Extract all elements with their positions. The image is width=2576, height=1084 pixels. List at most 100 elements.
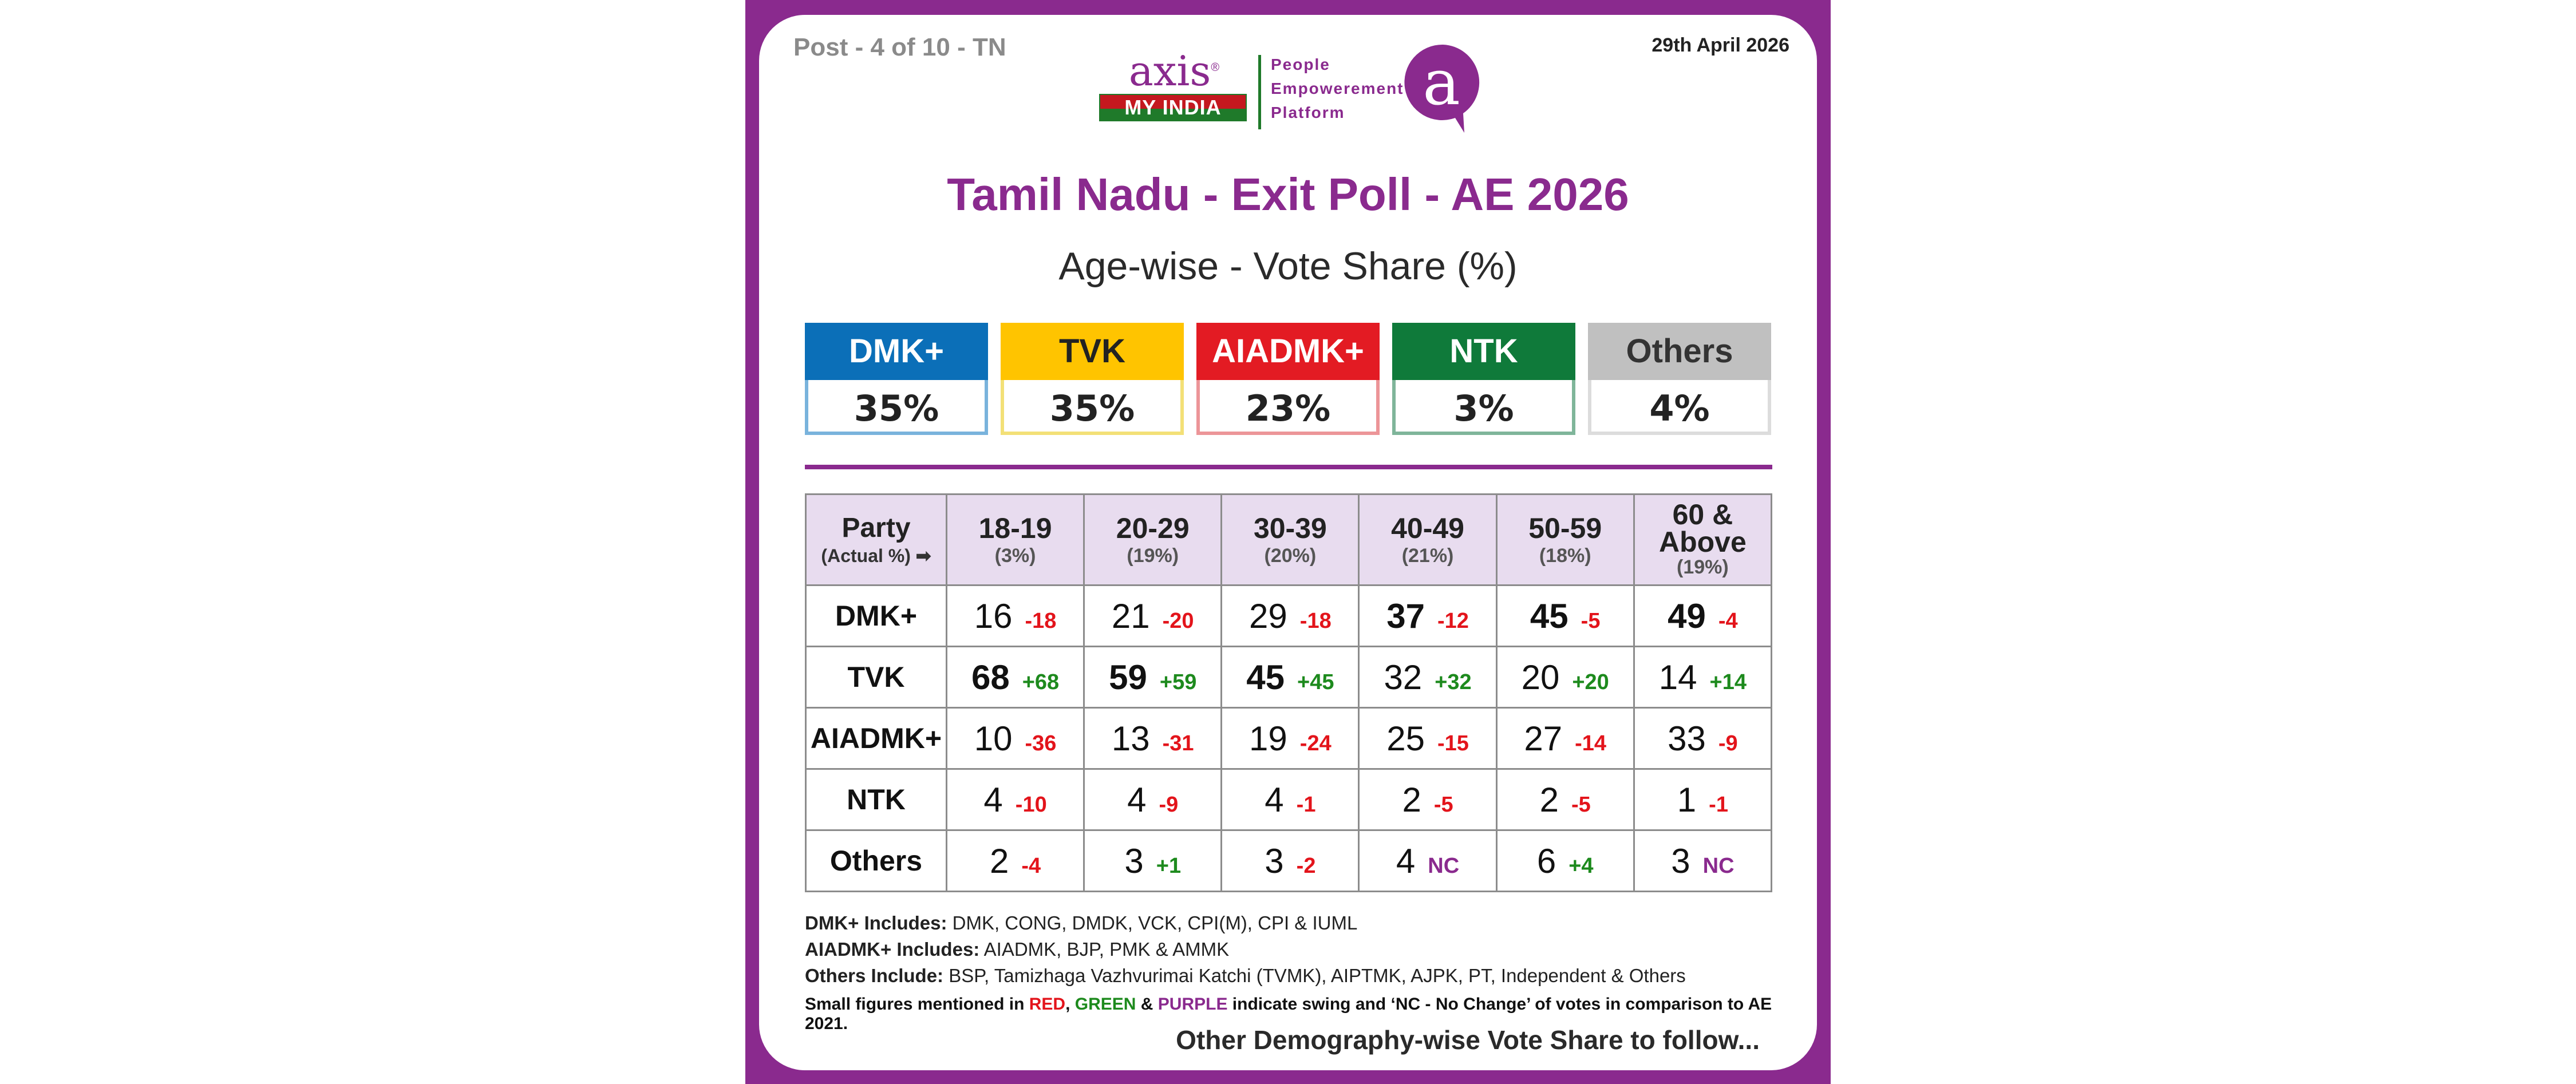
note-line: AIADMK+ Includes: AIADMK, BJP, PMK & AMM… [805, 939, 1230, 960]
swing-value: +20 [1572, 670, 1609, 694]
vote-share-value: 2 [1402, 780, 1421, 819]
vote-share-value: 59 [1109, 658, 1147, 697]
vote-share-value: 13 [1111, 719, 1150, 758]
swing-value: -1 [1296, 792, 1316, 817]
post-label: Post - 4 of 10 - TN [793, 33, 1006, 61]
table-cell: 45 +45 [1220, 646, 1360, 709]
swing-value: -18 [1299, 608, 1332, 633]
swing-value: -5 [1433, 792, 1453, 817]
table-cell: 27 -14 [1495, 707, 1635, 770]
vote-share-value: 4 [1396, 841, 1416, 880]
poster-frame: Post - 4 of 10 - TN 29th April 2026 axis… [745, 0, 1831, 1084]
vote-share-value: 20 [1521, 658, 1560, 697]
vote-share-value: 4 [1127, 780, 1147, 819]
table-cell: 68 +68 [945, 646, 1085, 709]
summary-party-name: TVK [1001, 323, 1184, 380]
vote-share-value: 14 [1658, 658, 1697, 697]
vote-share-value: 29 [1249, 596, 1287, 635]
vote-share-value: 3 [1124, 841, 1144, 880]
table-cell: 14 +14 [1633, 646, 1773, 709]
section-divider [805, 465, 1772, 469]
summary-box: TVK 35% [1001, 323, 1184, 435]
summary-party-name: AIADMK+ [1196, 323, 1380, 380]
swing-value: -12 [1437, 608, 1469, 633]
table-row: TVK 68 +68 59 +59 45 +45 32 +32 20 +20 14 +14 [805, 646, 1773, 709]
vote-share-value: 2 [989, 841, 1009, 880]
logo-divider [1258, 55, 1261, 129]
table-cell: 32 +32 [1358, 646, 1498, 709]
summary-vote-share: 4% [1649, 387, 1710, 429]
vote-share-value: 1 [1677, 780, 1697, 819]
table-cell: 45 -5 [1495, 584, 1635, 647]
table-cell: 20 +20 [1495, 646, 1635, 709]
age-column-header: 60 & Above (19%) [1633, 493, 1773, 586]
swing-value: +4 [1568, 853, 1594, 878]
swing-value: -4 [1021, 853, 1041, 878]
vote-share-value: 25 [1386, 719, 1425, 758]
table-cell: 59 +59 [1083, 646, 1223, 709]
party-row-label: NTK [805, 768, 947, 831]
swing-value: -5 [1581, 608, 1601, 633]
table-cell: 4 -9 [1083, 768, 1223, 831]
speech-bubble-a-icon: a [1404, 44, 1480, 133]
summary-box: Others 4% [1588, 323, 1771, 435]
summary-box: DMK+ 35% [805, 323, 988, 435]
date-label: 29th April 2026 [1652, 34, 1789, 56]
swing-value: -1 [1709, 792, 1728, 817]
swing-value: +14 [1709, 670, 1747, 694]
vote-share-value: 45 [1246, 658, 1285, 697]
table-cell: 6 +4 [1495, 829, 1635, 892]
table-cell: 2 -4 [945, 829, 1085, 892]
summary-party-name: DMK+ [805, 323, 988, 380]
main-title: Tamil Nadu - Exit Poll - AE 2026 [947, 169, 1629, 220]
vote-share-value: 68 [971, 658, 1010, 697]
swing-value: NC [1702, 853, 1735, 878]
party-row-label: Others [805, 829, 947, 892]
swing-value: -10 [1015, 792, 1047, 817]
my-india-text: MY INDIA [1124, 96, 1222, 119]
table-cell: 3 +1 [1083, 829, 1223, 892]
table-cell: 49 -4 [1633, 584, 1773, 647]
table-cell: 29 -18 [1220, 584, 1360, 647]
vote-share-value: 3 [1265, 841, 1284, 880]
vote-share-value: 21 [1111, 596, 1150, 635]
table-row: NTK 4 -10 4 -9 4 -1 2 -5 2 -5 1 -1 [805, 768, 1773, 831]
my-india-bar: MY INDIA [1099, 94, 1247, 121]
age-column-header: 30-39 (20%) [1220, 493, 1360, 586]
swing-value: +45 [1297, 670, 1334, 694]
poster-card: Post - 4 of 10 - TN 29th April 2026 axis… [759, 15, 1817, 1070]
table-cell: 25 -15 [1358, 707, 1498, 770]
age-column-header: 40-49 (21%) [1358, 493, 1498, 586]
age-column-header: 20-29 (19%) [1083, 493, 1223, 586]
swing-value: +59 [1159, 670, 1197, 694]
summary-vote-share: 3% [1453, 387, 1514, 429]
summary-party-name: Others [1588, 323, 1771, 380]
party-row-label: TVK [805, 646, 947, 709]
age-column-header: 50-59 (18%) [1495, 493, 1635, 586]
vote-share-value: 16 [974, 596, 1013, 635]
swing-value: -4 [1718, 608, 1738, 633]
note-line: Others Include: BSP, Tamizhaga Vazhvurim… [805, 965, 1686, 986]
swing-value: +1 [1156, 853, 1182, 878]
svg-text:a: a [1423, 46, 1460, 119]
swing-value: -24 [1299, 731, 1332, 755]
vote-share-value: 32 [1384, 658, 1423, 697]
table-cell: 4 -1 [1220, 768, 1360, 831]
axis-logo-word: axis® [1128, 47, 1220, 95]
axis-my-india-logo: axis® MY INDIA [1097, 45, 1251, 125]
vote-share-value: 27 [1524, 719, 1563, 758]
summary-box: NTK 3% [1392, 323, 1575, 435]
table-row: Others 2 -4 3 +1 3 -2 4 NC 6 +4 3 NC [805, 829, 1773, 892]
swing-value: -5 [1571, 792, 1591, 817]
table-header-row: Party (Actual %) ➡ 18-19 (3%) 20-29 (19%) … [805, 493, 1773, 586]
swing-value: +68 [1022, 670, 1060, 694]
summary-boxes: DMK+ 35% TVK 35% AIADMK+ 23% NTK 3% Others 4% [805, 323, 1772, 437]
vote-share-value: 19 [1249, 719, 1287, 758]
table-cell: 33 -9 [1633, 707, 1773, 770]
platform-tagline: People Empowerement Platform [1271, 56, 1404, 121]
party-row-label: DMK+ [805, 584, 947, 647]
table-cell: 2 -5 [1495, 768, 1635, 831]
summary-vote-share: 35% [854, 387, 939, 429]
vote-share-value: 37 [1386, 596, 1425, 635]
swing-value: +32 [1435, 670, 1472, 694]
